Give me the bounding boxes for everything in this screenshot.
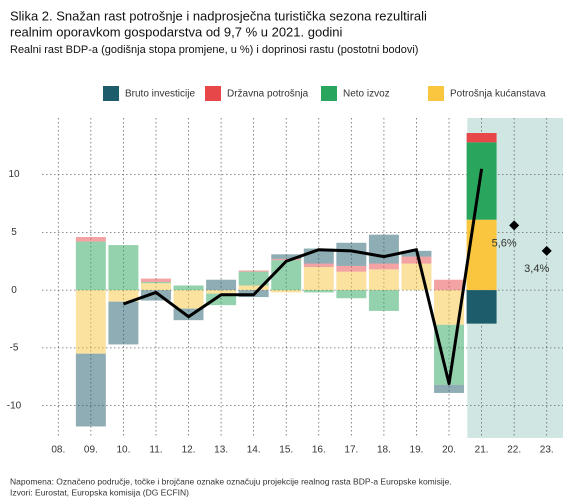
x-tick-label: 10.: [116, 445, 130, 456]
bar-segment: [336, 242, 367, 266]
bar-segment: [238, 270, 269, 272]
projection-marker: [509, 220, 520, 231]
bar-segment: [336, 271, 367, 291]
bar-segment: [303, 290, 334, 293]
bar-segment: [368, 290, 399, 311]
bar-segment: [401, 256, 432, 264]
x-tick-label: 19.: [410, 445, 424, 456]
legend-swatch: [103, 86, 119, 101]
bar-segment: [140, 283, 171, 291]
legend-swatch: [205, 86, 221, 101]
note: Napomena: Označeno područje, točke i bro…: [10, 476, 452, 486]
bar-segment: [336, 265, 367, 272]
y-tick-label: 0: [11, 285, 17, 296]
bar-segment: [271, 254, 302, 259]
chart-title: Slika 2. Snažan rast potrošnje i nadpros…: [10, 8, 427, 23]
x-tick-label: 12.: [182, 445, 196, 456]
bar-segment: [434, 384, 465, 393]
y-tick-label: 10: [8, 169, 20, 180]
value-label: 5,6%: [492, 237, 517, 249]
projection-marker: [541, 245, 552, 256]
x-tick-label: 13.: [214, 445, 228, 456]
y-tick-label: 5: [11, 227, 17, 238]
bar-segment: [368, 263, 399, 270]
bar-segment: [368, 269, 399, 291]
bar-segment: [173, 308, 204, 321]
chart-subtitle: Realni rast BDP-a (godišnja stopa promje…: [10, 44, 418, 56]
bar-segment: [466, 142, 497, 220]
bar-segment: [108, 290, 139, 302]
bar-segment: [303, 263, 334, 268]
bar-segment: [75, 353, 106, 427]
gdp-line: [122, 168, 484, 386]
bar-segment: [140, 290, 171, 301]
bar-segment: [368, 234, 399, 264]
bar-segment: [173, 285, 204, 291]
chart-title: realnim oporavkom gospodarstva od 9,7 % …: [10, 24, 343, 39]
bar-segment: [238, 285, 269, 291]
legend-label: Bruto investicije: [125, 89, 195, 100]
x-tick-label: 16.: [312, 445, 326, 456]
bar-segment: [75, 290, 106, 354]
x-tick-label: 21.: [475, 445, 489, 456]
bar-segment: [466, 290, 497, 324]
x-tick-label: 08.: [51, 445, 65, 456]
x-tick-label: 23.: [540, 445, 554, 456]
y-tick-label: -10: [7, 400, 22, 411]
bar-segment: [238, 271, 269, 286]
y-tick-label: -5: [10, 343, 19, 354]
bar-segment: [206, 293, 237, 306]
bar-segment: [271, 290, 302, 293]
bar-segment: [108, 245, 139, 291]
bar-segment: [206, 290, 237, 294]
legend-label: Neto izvoz: [343, 89, 390, 100]
note: Izvori: Eurostat, Europska komisija (DG …: [10, 487, 189, 497]
x-tick-label: 14.: [247, 445, 261, 456]
bar-segment: [271, 258, 302, 261]
x-tick-label: 18.: [377, 445, 391, 456]
legend-swatch: [321, 86, 337, 101]
legend-label: Državna potrošnja: [227, 89, 309, 100]
x-tick-label: 20.: [442, 445, 456, 456]
bar-segment: [206, 279, 237, 291]
value-label: 3,4%: [524, 263, 549, 275]
x-tick-label: 17.: [344, 445, 358, 456]
bar-segment: [140, 282, 171, 284]
bar-segment: [434, 279, 465, 291]
bar-segment: [271, 260, 302, 291]
x-tick-label: 22.: [507, 445, 521, 456]
bar-segment: [466, 133, 497, 143]
x-tick-label: 11.: [149, 445, 162, 456]
x-tick-label: 15.: [279, 445, 293, 456]
bar-segment: [336, 290, 367, 299]
bar-segment: [108, 301, 139, 345]
bar-segment: [173, 290, 204, 309]
bar-segment: [140, 278, 171, 283]
x-tick-label: 09.: [84, 445, 98, 456]
legend-label: Potrošnja kućanstava: [450, 89, 546, 100]
bar-segment: [303, 267, 334, 291]
bar-segment: [75, 236, 106, 242]
bar-segment: [75, 241, 106, 291]
legend-swatch: [428, 86, 444, 101]
bar-segment: [401, 263, 432, 291]
